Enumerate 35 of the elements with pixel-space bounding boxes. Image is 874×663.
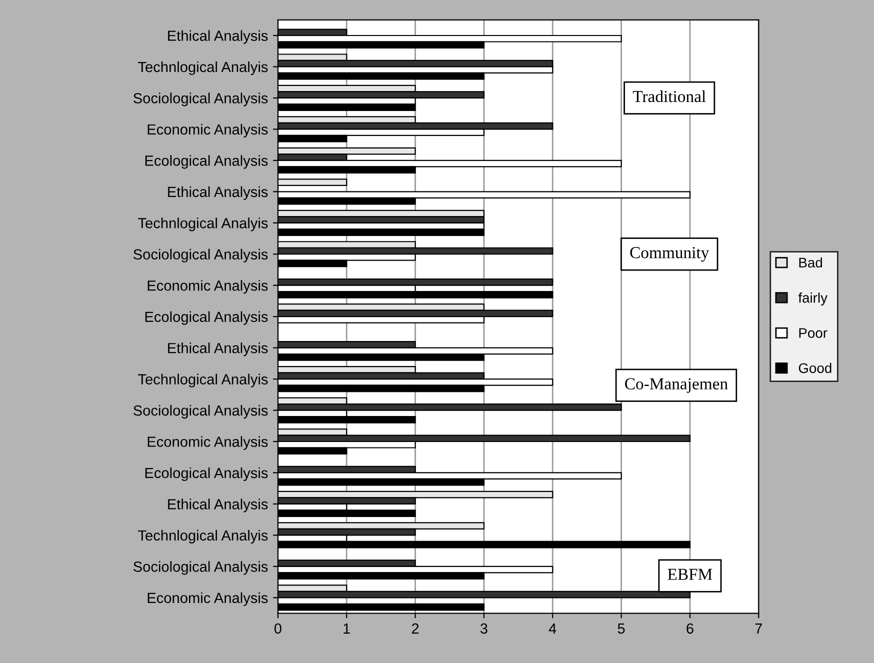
legend-label: Good (798, 362, 832, 374)
x-tick-label: 5 (618, 624, 625, 634)
y-tick-label: Ecological Analysis (145, 155, 268, 169)
x-tick-label: 7 (755, 624, 762, 634)
y-tick-label: Economic Analysis (148, 280, 268, 294)
annotation: EBFM (668, 568, 712, 580)
x-tick-label: 4 (548, 624, 556, 634)
y-tick-label: Sociological Analysis (134, 92, 268, 106)
y-tick-label: Economic Analysis (148, 124, 268, 138)
y-tick-label: Ethical Analysis (168, 186, 268, 200)
y-tick-label: Ethical Analysis (168, 342, 268, 356)
annotation: Co-Manajemen (625, 378, 728, 393)
y-tick-label: Economic Analysis (148, 436, 268, 450)
x-tick-label: 2 (412, 623, 419, 634)
annotation: Traditional (632, 90, 706, 102)
y-tick-label: Sociological Analysis (134, 404, 268, 419)
y-tick-label: Technlogical Analyis (138, 374, 268, 388)
x-tick-label: 1 (344, 624, 350, 634)
y-tick-label: Sociological Analysis (134, 561, 268, 575)
legend-label: Poor (799, 328, 828, 338)
y-tick-label: Ecological Analysis (145, 467, 268, 482)
x-tick-label: 3 (480, 623, 488, 634)
y-tick-label: Sociological Analysis (134, 248, 268, 262)
annotation: Community (630, 247, 710, 262)
y-tick-label: Ethical Analysis (168, 498, 268, 512)
y-tick-label: Ecological Analysis (145, 311, 268, 325)
y-tick-label: Technlogical Analyis (138, 530, 268, 544)
legend-label: Bad (799, 257, 822, 268)
x-tick-label: 6 (686, 623, 694, 634)
y-tick-label: Ethical Analysis (168, 30, 268, 44)
y-tick-label: Technlogical Analyis (138, 61, 268, 76)
x-tick-label: 0 (274, 623, 282, 634)
legend-label: fairly (798, 292, 828, 306)
y-tick-label: Economic Analysis (148, 592, 268, 606)
y-tick-label: Technlogical Analyis (138, 218, 268, 232)
